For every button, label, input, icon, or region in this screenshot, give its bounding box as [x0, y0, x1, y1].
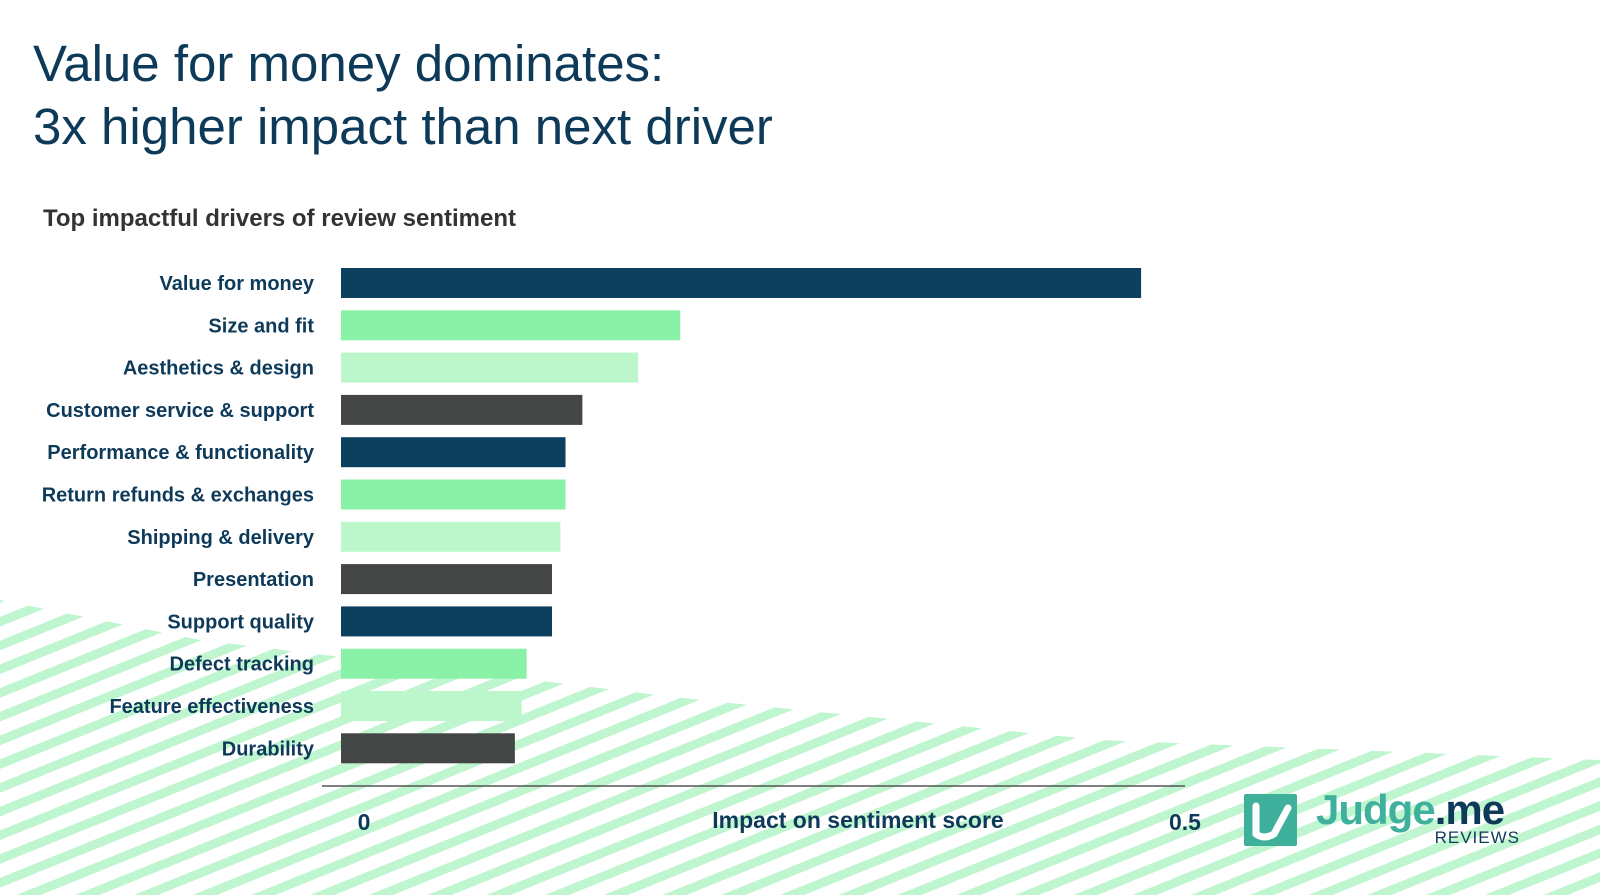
x-tick-label: 0.5: [1169, 809, 1201, 835]
title-line-2: 3x higher impact than next driver: [33, 98, 773, 155]
page-title: Value for money dominates: 3x higher imp…: [33, 32, 773, 158]
bar: [341, 479, 566, 510]
x-tick-label: 0: [358, 809, 371, 835]
x-axis-label: Impact on sentiment score: [712, 807, 1003, 833]
category-label: Performance & functionality: [47, 442, 315, 464]
title-line-1: Value for money dominates:: [33, 35, 665, 92]
category-label: Presentation: [193, 569, 314, 591]
bar: [341, 691, 522, 721]
bar: [341, 310, 681, 341]
category-label: Durability: [222, 738, 315, 760]
bar: [341, 733, 515, 764]
category-label: Size and fit: [208, 315, 314, 337]
category-label: Feature effectiveness: [109, 696, 314, 718]
check-icon: [1244, 794, 1297, 846]
bar: [341, 437, 566, 468]
bar: [341, 521, 561, 552]
bar: [341, 648, 527, 679]
judgeme-logo: Judge.me REVIEWS: [1244, 786, 1534, 850]
bar: [341, 268, 1142, 298]
logo-wordmark: Judge.me: [1316, 786, 1505, 833]
category-label: Defect tracking: [170, 654, 315, 676]
category-label: Support quality: [167, 611, 315, 633]
category-label: Return refunds & exchanges: [42, 485, 314, 507]
bar: [341, 352, 639, 383]
category-label: Aesthetics & design: [123, 358, 314, 380]
bar: [341, 394, 583, 425]
logo-subtext: REVIEWS: [1434, 828, 1520, 847]
bar: [341, 564, 552, 595]
category-label: Shipping & delivery: [127, 527, 315, 549]
category-label: Customer service & support: [46, 400, 314, 422]
category-label: Value for money: [160, 273, 315, 295]
chart-title: Top impactful drivers of review sentimen…: [43, 205, 516, 232]
bar: [341, 606, 552, 637]
